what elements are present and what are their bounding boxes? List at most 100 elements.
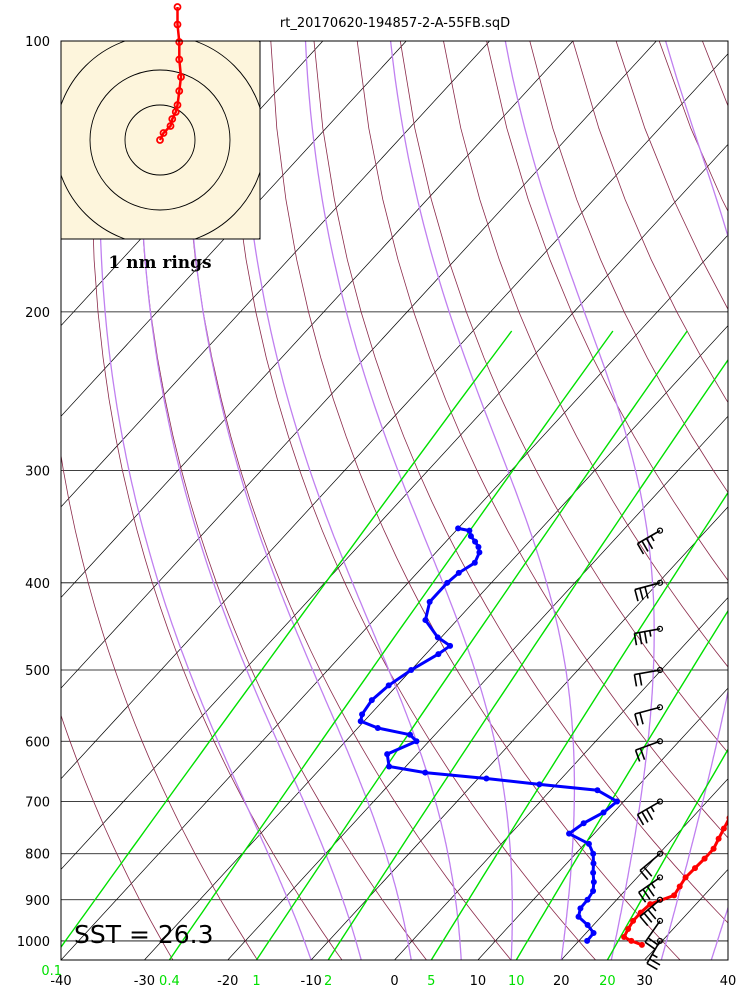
temperature-point <box>691 865 698 872</box>
wind-barb-flag <box>641 811 649 823</box>
dewpoint-point <box>613 798 620 805</box>
temperature-point <box>731 804 737 810</box>
isotherm-line <box>61 41 574 599</box>
isotherm-line <box>61 41 657 689</box>
wind-barb <box>636 527 664 555</box>
wind-barb-flag <box>646 962 658 971</box>
dewpoint-point <box>386 763 393 770</box>
wind-barb-flag <box>639 587 644 600</box>
temperature-axis: -40 -30 -20 -10 0 10 20 30 40 <box>50 974 736 989</box>
wind-barb-flag <box>634 589 639 602</box>
wind-barb <box>634 738 664 762</box>
mixing-ratio-label: 0.4 <box>159 974 180 989</box>
wind-barb <box>634 579 664 602</box>
dry-adiabat-line <box>61 714 174 960</box>
dewpoint-point <box>590 878 597 885</box>
isotherm-line <box>61 53 728 780</box>
wind-barb-flag <box>633 674 638 687</box>
drift-track-point <box>175 38 184 46</box>
sst-annotation: SST = 26.3 <box>74 920 214 949</box>
wind-barb-flag <box>642 888 651 900</box>
dewpoint-point <box>408 667 415 674</box>
wind-barb-staff <box>637 800 661 816</box>
dry-adiabat-line <box>184 41 512 960</box>
dewpoint-point <box>434 634 441 641</box>
mixing-ratio-label: 2 <box>324 974 332 989</box>
dewpoint-point <box>422 769 429 776</box>
chart-title: rt_20170620-194857-2-A-55FB.sqD <box>280 16 510 31</box>
dry-adiabat-line <box>356 41 728 839</box>
dewpoint-point <box>467 533 474 540</box>
dewpoint-point <box>426 598 433 605</box>
wind-barb-flag <box>643 631 648 644</box>
isotherm-line <box>394 596 728 960</box>
dewpoint-point <box>575 913 582 920</box>
dry-adiabat-line <box>399 41 728 754</box>
dewpoint-point <box>455 525 462 532</box>
temperature-tick-label: 10 <box>470 974 487 989</box>
moist-adiabat-line <box>710 905 728 960</box>
wind-barb-staff <box>634 628 661 635</box>
wind-barb-flag <box>644 941 656 950</box>
dewpoint-point <box>590 887 597 894</box>
temperature-point <box>715 835 722 842</box>
temperature-point <box>628 937 635 944</box>
wind-barb-flag <box>638 632 643 645</box>
wind-barb-flag <box>639 712 644 725</box>
moist-adiabat-line <box>389 41 576 960</box>
hodograph-inset: 1 nm rings <box>60 3 261 273</box>
dewpoint-point <box>471 559 478 566</box>
dewpoint-point <box>374 725 381 732</box>
wind-barb <box>638 874 664 903</box>
wind-barb-flag <box>636 814 645 826</box>
wind-barb-flag <box>639 915 649 927</box>
dewpoint-point <box>585 840 592 847</box>
temperature-point <box>738 793 744 799</box>
temperature-point <box>682 874 689 881</box>
dry-adiabat-line <box>443 41 728 668</box>
drift-track-point <box>156 136 164 144</box>
isotherm-line <box>310 506 728 960</box>
wind-barb-station <box>656 874 664 881</box>
isotherm-line <box>477 687 728 960</box>
moist-adiabat-line <box>185 41 412 960</box>
wind-barb-flag <box>644 586 649 599</box>
wind-barb-staff <box>638 876 661 893</box>
temperature-point <box>726 815 728 821</box>
dry-adiabat-line <box>529 41 728 494</box>
mixing-ratio-line <box>515 609 728 960</box>
drift-track-point <box>177 73 185 81</box>
wind-barb <box>636 798 664 826</box>
wind-barb-flag <box>638 673 643 686</box>
pressure-tick-label: 400 <box>25 577 50 592</box>
mixing-ratio-line <box>61 330 513 949</box>
temperature-point <box>625 926 632 933</box>
isotherm-line <box>227 415 728 960</box>
mixing-ratio-line <box>430 491 728 960</box>
isotherm-line <box>560 778 728 960</box>
temperature-point <box>701 855 708 862</box>
wind-barb-station <box>656 798 664 805</box>
temperature-point <box>647 901 654 908</box>
temperature-tick-label: 40 <box>720 974 737 989</box>
dewpoint-point <box>357 718 364 725</box>
mixing-ratio-line <box>168 330 614 960</box>
mixing-ratio-label: 1 <box>252 974 260 989</box>
dewpoint-point <box>455 569 462 576</box>
wind-barb-flag <box>647 937 659 946</box>
mixing-ratio-label: 10 <box>508 974 525 989</box>
dewpoint-point <box>584 937 591 944</box>
wind-barb-station <box>656 850 664 857</box>
wind-barb-station <box>656 738 664 745</box>
isotherm-line <box>61 41 490 508</box>
wind-barb-station <box>656 527 664 534</box>
dewpoint-point <box>435 651 442 658</box>
wind-barb <box>639 850 664 881</box>
dewpoint-profile-line <box>358 526 620 942</box>
wind-barb-staff <box>639 899 661 918</box>
mixing-ratio-labels: 0.1 0.4 1 2 5 10 20 <box>41 964 615 989</box>
mixing-ratio-label: 5 <box>427 974 435 989</box>
dewpoint-point <box>566 830 573 837</box>
dewpoint-point <box>472 538 479 545</box>
wind-barb-flag <box>639 748 646 760</box>
